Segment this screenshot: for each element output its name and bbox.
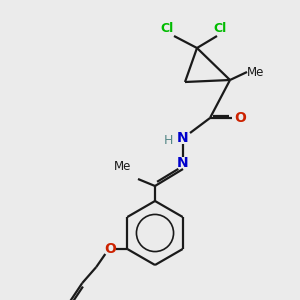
Text: O: O: [234, 111, 246, 125]
Text: Cl: Cl: [213, 22, 226, 34]
Text: Cl: Cl: [160, 22, 174, 34]
Text: Me: Me: [114, 160, 132, 173]
Text: H: H: [163, 134, 173, 146]
Text: Me: Me: [247, 65, 265, 79]
Text: O: O: [104, 242, 116, 256]
Text: N: N: [177, 156, 189, 170]
Text: N: N: [177, 131, 189, 145]
